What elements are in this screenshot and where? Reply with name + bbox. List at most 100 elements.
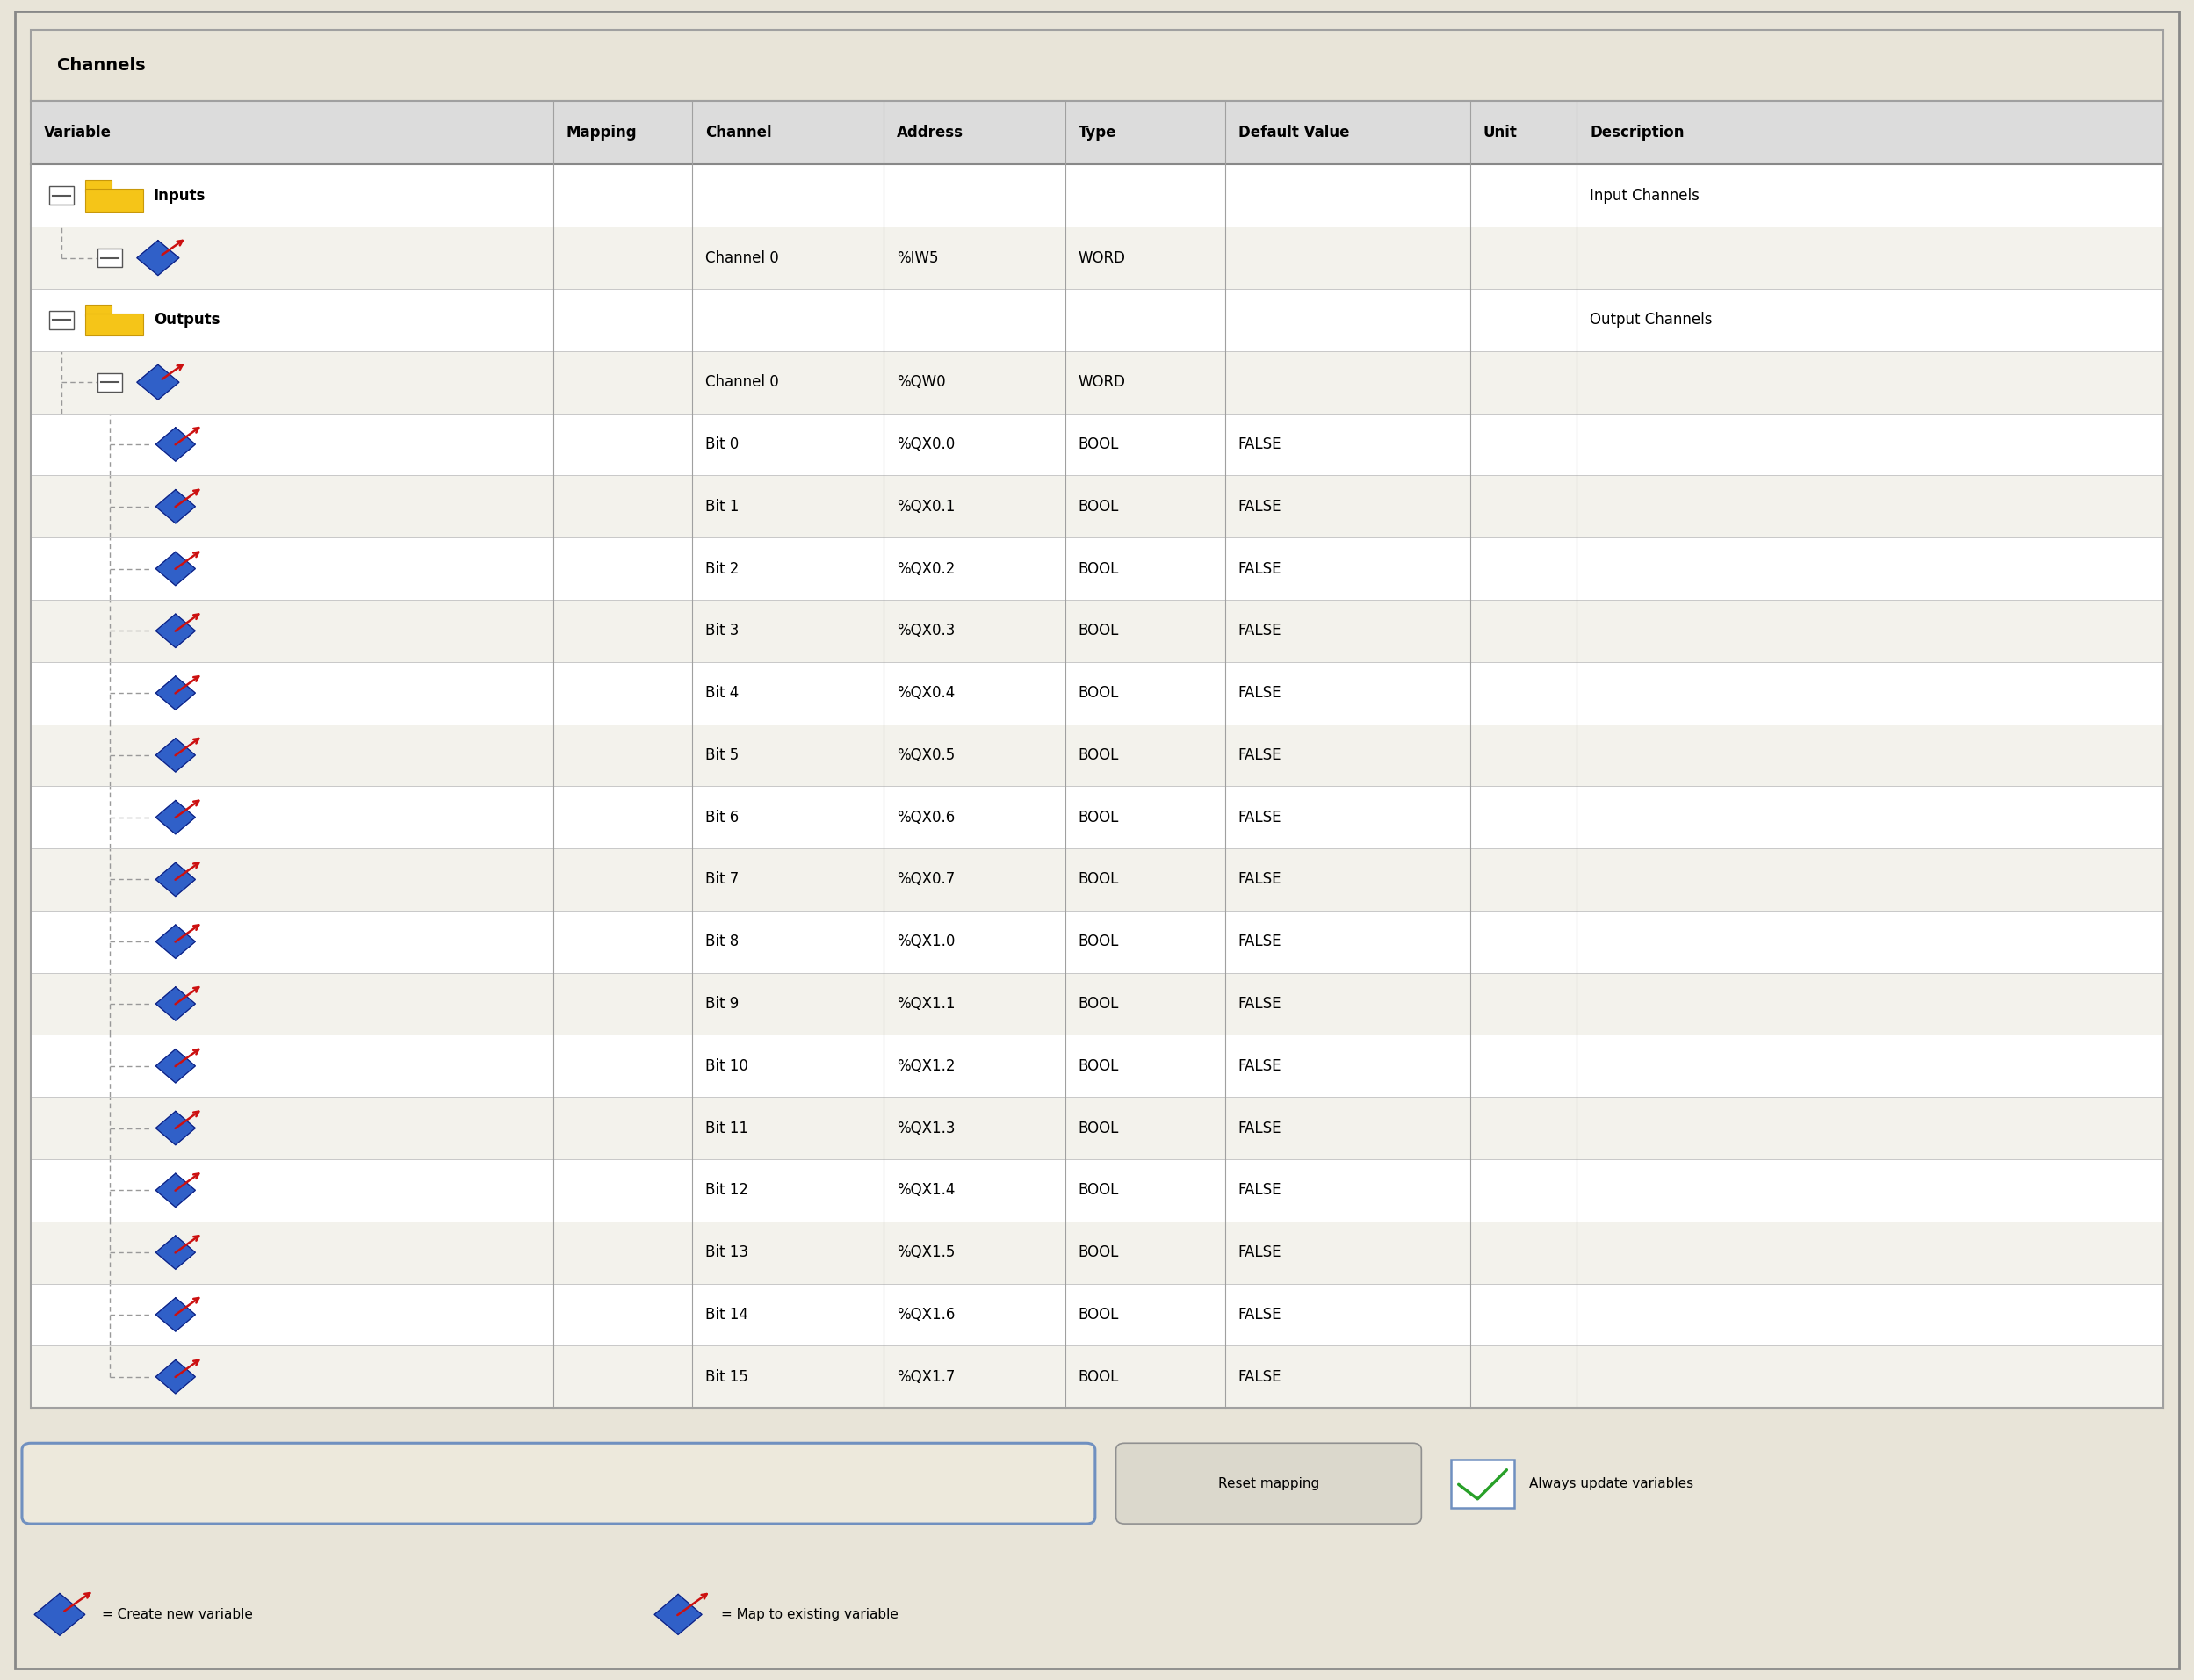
Text: Inputs: Inputs bbox=[154, 188, 206, 203]
Text: BOOL: BOOL bbox=[1077, 934, 1119, 949]
Text: %QX0.7: %QX0.7 bbox=[897, 872, 954, 887]
Bar bbox=[31, 724, 2163, 786]
Text: %QX1.3: %QX1.3 bbox=[897, 1121, 954, 1136]
Bar bbox=[31, 662, 2163, 724]
Bar bbox=[1450, 1460, 1514, 1507]
Bar bbox=[48, 311, 75, 329]
Text: BOOL: BOOL bbox=[1077, 1245, 1119, 1260]
Bar bbox=[31, 351, 2163, 413]
Text: %QX1.1: %QX1.1 bbox=[897, 996, 954, 1011]
Text: Bit 10: Bit 10 bbox=[704, 1058, 748, 1074]
Bar bbox=[31, 1097, 2163, 1159]
Text: Bit 4: Bit 4 bbox=[704, 685, 739, 701]
Polygon shape bbox=[156, 739, 195, 773]
Polygon shape bbox=[156, 801, 195, 835]
Text: %QX0.4: %QX0.4 bbox=[897, 685, 954, 701]
Polygon shape bbox=[156, 428, 195, 462]
Text: Mapping: Mapping bbox=[566, 124, 636, 141]
Text: WORD: WORD bbox=[1077, 250, 1126, 265]
Text: %QX0.3: %QX0.3 bbox=[897, 623, 954, 638]
Text: FALSE: FALSE bbox=[1237, 623, 1281, 638]
Text: %QX1.2: %QX1.2 bbox=[897, 1058, 954, 1074]
Text: FALSE: FALSE bbox=[1237, 996, 1281, 1011]
Text: FALSE: FALSE bbox=[1237, 810, 1281, 825]
Text: Channel: Channel bbox=[704, 124, 772, 141]
Text: Bit 9: Bit 9 bbox=[704, 996, 739, 1011]
Text: BOOL: BOOL bbox=[1077, 1307, 1119, 1322]
Text: FALSE: FALSE bbox=[1237, 934, 1281, 949]
Text: %QX1.7: %QX1.7 bbox=[897, 1369, 954, 1384]
Text: FALSE: FALSE bbox=[1237, 1121, 1281, 1136]
Polygon shape bbox=[156, 1236, 195, 1270]
Text: Bit 13: Bit 13 bbox=[704, 1245, 748, 1260]
Text: BOOL: BOOL bbox=[1077, 1121, 1119, 1136]
Text: = Map to existing variable: = Map to existing variable bbox=[720, 1608, 897, 1621]
Text: %QX1.0: %QX1.0 bbox=[897, 934, 954, 949]
Text: BOOL: BOOL bbox=[1077, 685, 1119, 701]
Text: BOOL: BOOL bbox=[1077, 1183, 1119, 1198]
Bar bbox=[86, 312, 143, 336]
Polygon shape bbox=[156, 615, 195, 648]
Text: Variable: Variable bbox=[44, 124, 112, 141]
Text: BOOL: BOOL bbox=[1077, 748, 1119, 763]
Polygon shape bbox=[156, 924, 195, 958]
Text: FALSE: FALSE bbox=[1237, 1183, 1281, 1198]
Text: Bit 11: Bit 11 bbox=[704, 1121, 748, 1136]
Polygon shape bbox=[156, 1361, 195, 1394]
Text: Address: Address bbox=[897, 124, 963, 141]
Bar bbox=[31, 413, 2163, 475]
Text: %QX0.6: %QX0.6 bbox=[897, 810, 954, 825]
Bar bbox=[31, 538, 2163, 600]
Bar bbox=[31, 30, 2163, 101]
Bar bbox=[31, 1346, 2163, 1408]
Bar bbox=[31, 289, 2163, 351]
Text: Bit 15: Bit 15 bbox=[704, 1369, 748, 1384]
Text: BOOL: BOOL bbox=[1077, 1058, 1119, 1074]
Text: %QX0.5: %QX0.5 bbox=[897, 748, 954, 763]
Text: Bit 3: Bit 3 bbox=[704, 623, 739, 638]
Text: Input Channels: Input Channels bbox=[1591, 188, 1700, 203]
Polygon shape bbox=[156, 1048, 195, 1084]
Polygon shape bbox=[156, 1297, 195, 1331]
Bar bbox=[97, 249, 121, 267]
Text: %IW5: %IW5 bbox=[897, 250, 939, 265]
Text: BOOL: BOOL bbox=[1077, 561, 1119, 576]
Bar bbox=[86, 180, 112, 192]
Text: BOOL: BOOL bbox=[1077, 623, 1119, 638]
Text: Bit 6: Bit 6 bbox=[704, 810, 739, 825]
Polygon shape bbox=[156, 677, 195, 711]
Text: FALSE: FALSE bbox=[1237, 499, 1281, 514]
Text: FALSE: FALSE bbox=[1237, 561, 1281, 576]
Bar bbox=[31, 848, 2163, 911]
Polygon shape bbox=[156, 551, 195, 586]
Text: Bit 14: Bit 14 bbox=[704, 1307, 748, 1322]
Text: Output Channels: Output Channels bbox=[1591, 312, 1714, 328]
Bar bbox=[31, 1284, 2163, 1346]
Text: %QW0: %QW0 bbox=[897, 375, 946, 390]
Bar bbox=[31, 1221, 2163, 1284]
Text: %QX0.2: %QX0.2 bbox=[897, 561, 954, 576]
Text: Channel 0: Channel 0 bbox=[704, 250, 779, 265]
Text: BOOL: BOOL bbox=[1077, 996, 1119, 1011]
Polygon shape bbox=[136, 240, 180, 276]
Bar bbox=[31, 227, 2163, 289]
Bar bbox=[86, 304, 112, 316]
Bar bbox=[31, 475, 2163, 538]
Text: BOOL: BOOL bbox=[1077, 1369, 1119, 1384]
Bar bbox=[31, 165, 2163, 227]
Bar bbox=[31, 786, 2163, 848]
Text: Bit 5: Bit 5 bbox=[704, 748, 739, 763]
Text: Type: Type bbox=[1077, 124, 1117, 141]
Bar bbox=[48, 186, 75, 205]
Text: BOOL: BOOL bbox=[1077, 872, 1119, 887]
Text: Channel 0: Channel 0 bbox=[704, 375, 779, 390]
Text: Bit 2: Bit 2 bbox=[704, 561, 739, 576]
FancyBboxPatch shape bbox=[22, 1443, 1095, 1524]
Bar bbox=[86, 188, 143, 212]
Polygon shape bbox=[156, 1173, 195, 1206]
Text: Bit 1: Bit 1 bbox=[704, 499, 739, 514]
Text: Channels: Channels bbox=[57, 57, 145, 74]
Text: FALSE: FALSE bbox=[1237, 685, 1281, 701]
Text: Bit 8: Bit 8 bbox=[704, 934, 739, 949]
Text: Unit: Unit bbox=[1483, 124, 1518, 141]
